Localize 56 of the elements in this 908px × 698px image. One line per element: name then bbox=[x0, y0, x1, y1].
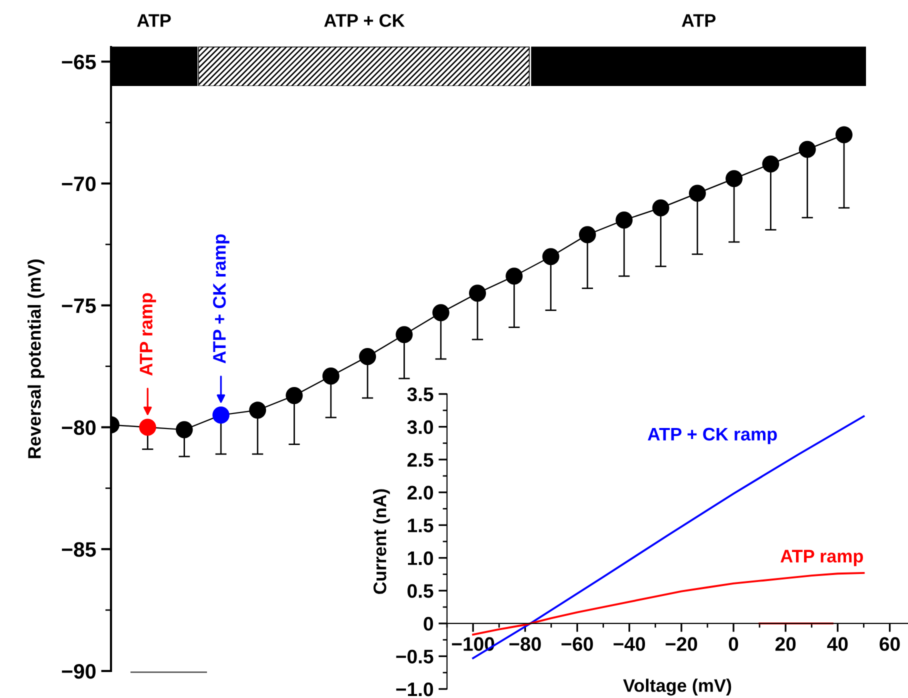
point bbox=[359, 348, 376, 366]
y-tick-label: 2.0 bbox=[407, 486, 434, 500]
x-axis-title: Voltage (mV) bbox=[623, 678, 732, 696]
y-tick-label: 3.0 bbox=[407, 420, 434, 434]
point bbox=[652, 199, 670, 216]
y-tick-label: −90 bbox=[62, 664, 96, 679]
x-tick-label: 60 bbox=[880, 637, 900, 651]
point bbox=[249, 402, 266, 419]
y-tick-label: −70 bbox=[62, 176, 96, 192]
point bbox=[762, 155, 780, 173]
x-tick-label: 20 bbox=[775, 637, 796, 651]
point bbox=[176, 421, 193, 438]
x-tick-label: 0 bbox=[728, 637, 738, 651]
point bbox=[616, 212, 633, 229]
point bbox=[139, 418, 156, 436]
series-label: ATP ramp bbox=[780, 550, 863, 566]
y-tick-label: −75 bbox=[62, 298, 96, 314]
y-tick-label: −85 bbox=[62, 542, 96, 557]
point bbox=[469, 284, 486, 302]
y-tick-label: 1.0 bbox=[408, 551, 434, 566]
y-tick-label: 2.5 bbox=[407, 453, 434, 467]
text: ATP + CK bbox=[324, 14, 405, 27]
x-tick-label: −100 bbox=[452, 637, 494, 651]
point bbox=[836, 126, 853, 144]
y-tick-label: 0 bbox=[424, 616, 434, 631]
x-tick-label: −20 bbox=[666, 637, 698, 651]
y-tick-label: −0.5 bbox=[396, 650, 434, 664]
x-tick-label: −60 bbox=[562, 637, 593, 651]
point bbox=[322, 368, 340, 385]
x-tick-label: 40 bbox=[827, 637, 848, 651]
text: ATP bbox=[137, 14, 171, 27]
y-tick-label: 0.5 bbox=[408, 584, 434, 598]
series-label: ATP + CK ramp bbox=[648, 428, 777, 444]
x-tick-label: −80 bbox=[509, 637, 541, 651]
point bbox=[212, 406, 230, 424]
y-axis-title: Reversal potential (mV) bbox=[28, 260, 44, 458]
point bbox=[726, 170, 743, 188]
y-axis-title: Current (nA) bbox=[373, 489, 390, 594]
y-tick-label: 3.5 bbox=[407, 387, 434, 402]
point bbox=[396, 326, 413, 344]
point bbox=[286, 387, 303, 404]
y-tick-label: −80 bbox=[62, 420, 96, 436]
text: ATP bbox=[682, 14, 716, 27]
point bbox=[578, 226, 596, 244]
point bbox=[432, 304, 450, 322]
annotation: ATP + CK ramp bbox=[213, 234, 230, 364]
y-tick-label: 1.5 bbox=[408, 518, 434, 532]
y-tick-label: −1.0 bbox=[396, 682, 434, 696]
line-series bbox=[472, 572, 865, 636]
point bbox=[542, 248, 560, 266]
point bbox=[798, 140, 816, 158]
point bbox=[506, 268, 523, 285]
y-tick-label: −65 bbox=[62, 54, 96, 70]
annotation: ATP ramp bbox=[140, 293, 156, 376]
x-tick-label: −40 bbox=[614, 637, 646, 651]
point bbox=[688, 184, 706, 202]
